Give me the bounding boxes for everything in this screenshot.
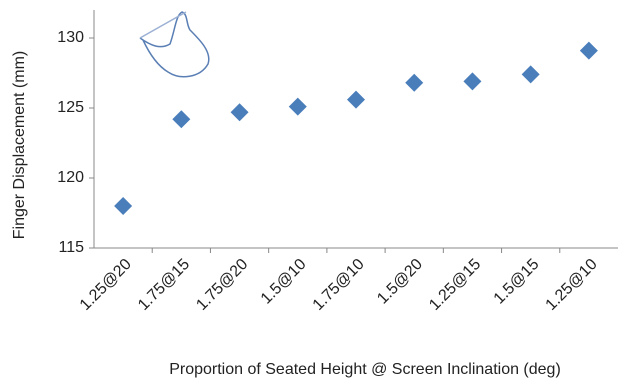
x-tick-label: 1.5@10 — [258, 256, 310, 308]
marker — [172, 110, 190, 128]
marker — [289, 98, 307, 116]
marker — [463, 72, 481, 90]
marker — [231, 103, 249, 121]
marker — [522, 65, 540, 83]
y-tick-label: 125 — [57, 99, 84, 116]
y-axis-title: Finger Displacement (mm) — [11, 51, 28, 239]
x-tick-label: 1.25@15 — [426, 256, 484, 314]
x-tick-label: 1.5@20 — [374, 256, 426, 308]
x-tick-label: 1.75@15 — [135, 256, 193, 314]
x-tick-label: 1.25@20 — [77, 256, 135, 314]
y-tick-label: 120 — [57, 169, 84, 186]
chart: Finger Displacement (mm) Proportion of S… — [0, 0, 618, 383]
x-tick-label: 1.25@10 — [543, 256, 601, 314]
x-axis-title: Proportion of Seated Height @ Screen Inc… — [169, 361, 561, 378]
marker — [405, 74, 423, 92]
hand-icon — [140, 12, 209, 77]
x-tick-label: 1.75@10 — [310, 256, 368, 314]
x-tick-label: 1.75@20 — [193, 256, 251, 314]
x-tick-label: 1.5@15 — [491, 256, 543, 308]
marker — [347, 91, 365, 109]
y-tick-label: 130 — [57, 29, 84, 46]
y-tick-label: 115 — [58, 239, 84, 256]
marker — [114, 197, 132, 215]
marker — [580, 42, 598, 60]
